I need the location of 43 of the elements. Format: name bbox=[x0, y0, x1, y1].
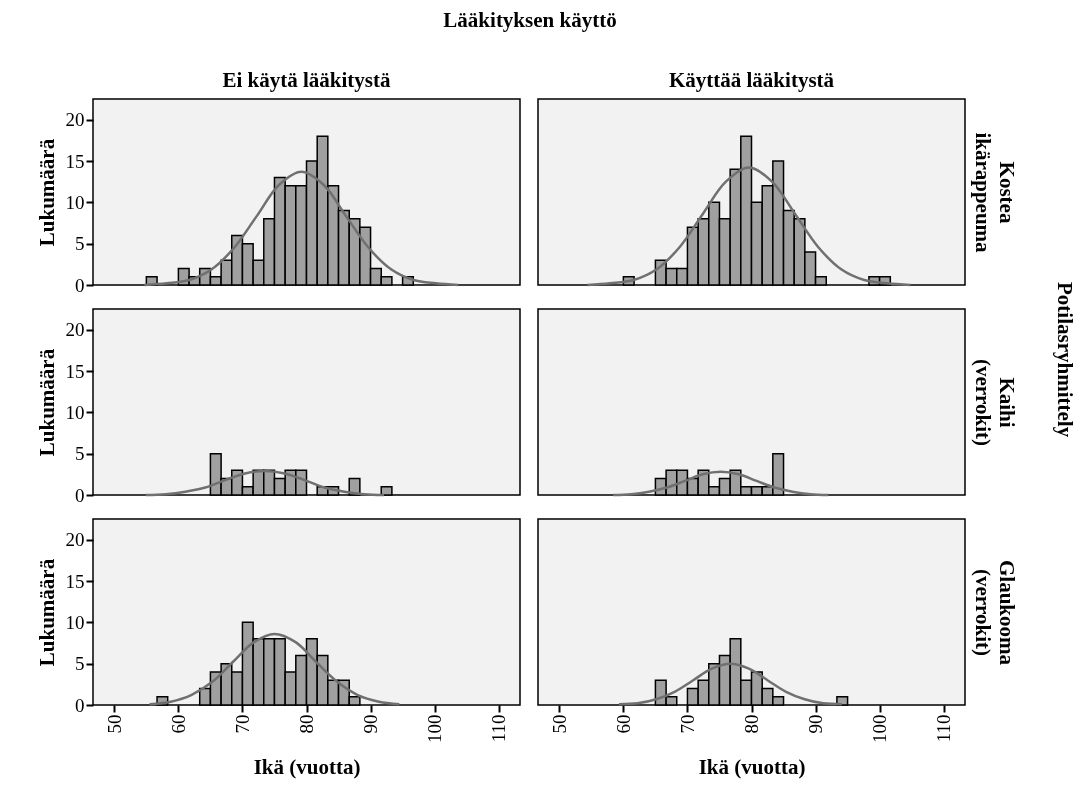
y-tick-label: 0 bbox=[75, 274, 85, 296]
line-series bbox=[143, 170, 460, 287]
x-tick-label: 60 bbox=[167, 714, 189, 734]
x-tick-label: 50 bbox=[548, 714, 570, 734]
y-tick-label: 20 bbox=[65, 109, 85, 131]
x-tick-label: 80 bbox=[296, 714, 317, 734]
x-tick-label: 90 bbox=[805, 714, 827, 734]
x-tick-label: 80 bbox=[741, 714, 762, 734]
y-tick-label: 10 bbox=[65, 611, 85, 633]
x-axis-title: Ikä (vuotta) bbox=[698, 755, 806, 779]
y2-axis-title: Kostea ikärappeuma bbox=[970, 132, 1019, 254]
line-series bbox=[148, 632, 401, 706]
x-tick-label: 90 bbox=[360, 714, 382, 734]
y-tick-label: 15 bbox=[65, 570, 85, 592]
chart-title: Käyttää lääkitystä bbox=[668, 68, 835, 92]
y-tick-label: 5 bbox=[75, 233, 85, 255]
chart-title: Ei käytä lääkitystä bbox=[222, 68, 391, 92]
x-tick-label: 100 bbox=[424, 714, 446, 743]
y-tick-label: 15 bbox=[65, 150, 85, 172]
y2-axis-title: Kaihi (verrokit) bbox=[970, 358, 1019, 447]
y-axis-title: Lukumäärä bbox=[34, 348, 59, 457]
y-tick-label: 0 bbox=[75, 694, 85, 716]
x-tick-label: 70 bbox=[231, 714, 253, 734]
x-tick-label: 110 bbox=[488, 714, 510, 743]
y-tick-label: 10 bbox=[65, 401, 85, 423]
y-axis-title: Lukumäärä bbox=[34, 138, 59, 247]
text: Lääkityksen käyttö bbox=[442, 8, 618, 33]
x-axis-title: Ikä (vuotta) bbox=[253, 755, 361, 779]
y-tick-label: 5 bbox=[75, 653, 85, 675]
x-tick-label: 110 bbox=[933, 714, 955, 743]
y-tick-label: 0 bbox=[75, 484, 85, 506]
y2-axis-title: Glaukooma (verrokit) bbox=[970, 559, 1019, 666]
y-tick-label: 20 bbox=[65, 529, 85, 551]
x-tick-label: 70 bbox=[676, 714, 698, 734]
y-tick-label: 20 bbox=[65, 319, 85, 341]
y-tick-label: 5 bbox=[75, 443, 85, 465]
x-tick-label: 60 bbox=[612, 714, 634, 734]
y-tick-label: 15 bbox=[65, 360, 85, 382]
x-tick-label: 100 bbox=[869, 714, 891, 743]
y-axis-title: Lukumäärä bbox=[34, 558, 59, 667]
x-tick-label: 50 bbox=[103, 714, 125, 734]
y-tick-label: 10 bbox=[65, 191, 85, 213]
text: Potilasryhmittely bbox=[1052, 282, 1077, 438]
